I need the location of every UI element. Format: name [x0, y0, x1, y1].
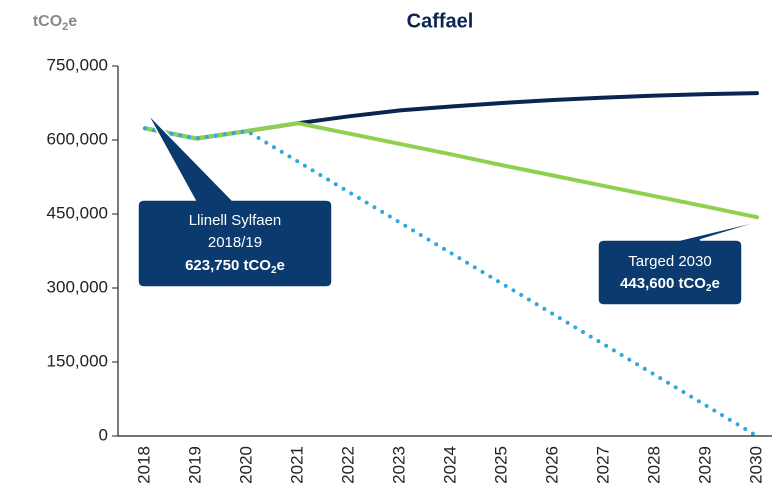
y-tick-label: 600,000 — [47, 129, 108, 148]
y-tick-label: 300,000 — [47, 277, 108, 296]
callout-part: 443,600 tCO — [620, 275, 706, 292]
x-tick-label: 2020 — [236, 446, 255, 484]
x-tick-label: 2022 — [338, 446, 357, 484]
x-tick-label: 2024 — [440, 446, 459, 484]
callout: Targed 2030 443,600 tCO2e — [597, 217, 773, 306]
x-tick-label: 2029 — [695, 446, 714, 484]
x-tick-label: 2027 — [593, 446, 612, 484]
y-label-part: tCO — [33, 13, 62, 30]
x-tick-label: 2021 — [287, 446, 306, 484]
y-tick-label: 450,000 — [47, 203, 108, 222]
plot: 0 150,000 300,000 450,000 600,000 750,000 2018… — [47, 55, 766, 483]
callout: Llinell Sylfaen 2018/19 623,750 tCO2e — [137, 112, 333, 288]
series-line — [143, 126, 759, 438]
callout-part: 623,750 tCO — [185, 257, 271, 274]
callout-value: 623,750 tCO2e — [185, 257, 285, 276]
x-tick-label: 2019 — [185, 446, 204, 484]
callout-text: 2018/19 — [208, 234, 262, 251]
callout-text: Llinell Sylfaen — [189, 212, 282, 229]
x-tick-label: 2026 — [542, 446, 561, 484]
y-tick-label: 150,000 — [47, 351, 108, 370]
x-tick-label: 2018 — [134, 446, 153, 484]
x-tick-label: 2025 — [491, 446, 510, 484]
callout-sub: 2 — [706, 283, 712, 294]
x-tick-label: 2030 — [746, 446, 765, 484]
x-tick-label: 2028 — [644, 446, 663, 484]
callout-text: Targed 2030 — [628, 253, 711, 270]
callout-shape — [597, 217, 773, 306]
y-label-sub: 2 — [62, 21, 68, 33]
chart-title: Caffael — [407, 10, 474, 32]
y-label-part: e — [68, 13, 77, 30]
y-axis-label: tCO2e — [33, 13, 77, 33]
callout-sub: 2 — [271, 265, 277, 276]
y-tick-label: 750,000 — [47, 55, 108, 74]
callout-part: e — [712, 275, 720, 292]
series-line — [143, 121, 759, 220]
x-tick-label: 2023 — [389, 446, 408, 484]
y-tick-label: 0 — [99, 425, 108, 444]
callout-value: 443,600 tCO2e — [620, 275, 720, 294]
callout-part: e — [277, 257, 285, 274]
callout-shape — [137, 112, 333, 288]
